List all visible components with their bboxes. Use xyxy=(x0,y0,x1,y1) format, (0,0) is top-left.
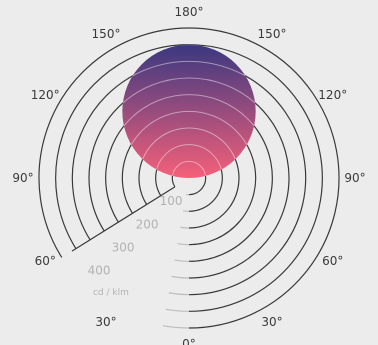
ring-tail-300 xyxy=(171,275,190,279)
intensity-circle xyxy=(122,44,256,178)
angle-tick-150-right: 150° xyxy=(258,27,287,41)
ring-overlay-350 xyxy=(122,60,256,178)
angle-tick-30-right: 30° xyxy=(261,315,282,329)
angle-tick-120-left: 120° xyxy=(31,88,60,102)
ring-tail-100 xyxy=(183,210,190,212)
ring-400 xyxy=(55,44,323,312)
angular-tick-labels: 180° 150° 150° 120° 120° 90° 90° 60° 60° 30° 30° 0° xyxy=(12,5,365,345)
ring-tail-250 xyxy=(174,259,190,262)
ring-450 xyxy=(38,27,340,329)
radial-unit-label: cd / klm xyxy=(93,288,129,298)
ring-tail-450 xyxy=(162,325,190,329)
ring-overlay-200 xyxy=(122,110,256,178)
radial-tick-400: 400 xyxy=(88,264,111,278)
ring-tail-150 xyxy=(180,226,190,229)
radial-tick-200: 200 xyxy=(136,217,159,231)
ring-overlay-100 xyxy=(155,144,223,178)
angle-tick-120-right: 120° xyxy=(318,88,347,102)
radial-tick-300: 300 xyxy=(112,240,135,254)
radial-cut-line xyxy=(71,186,176,252)
angle-tick-180: 180° xyxy=(175,5,204,19)
angle-tick-150-left: 150° xyxy=(92,27,121,41)
radial-tick-100: 100 xyxy=(160,194,183,208)
luminous-intensity-series xyxy=(122,44,256,178)
ring-overlay-300 xyxy=(122,77,256,178)
angle-tick-60-left: 60° xyxy=(35,254,56,268)
ring-tail-200 xyxy=(177,243,190,246)
ring-tail-400 xyxy=(165,308,190,312)
angle-tick-30-left: 30° xyxy=(95,315,116,329)
angle-tick-60-right: 60° xyxy=(322,254,343,268)
angle-tick-90-right: 90° xyxy=(344,171,365,185)
ring-overlay-250 xyxy=(122,94,256,178)
angle-tick-0: 0° xyxy=(182,337,196,345)
ring-tail-350 xyxy=(168,292,190,296)
angle-tick-90-left: 90° xyxy=(12,171,33,185)
ring-overlay-150 xyxy=(138,127,240,178)
